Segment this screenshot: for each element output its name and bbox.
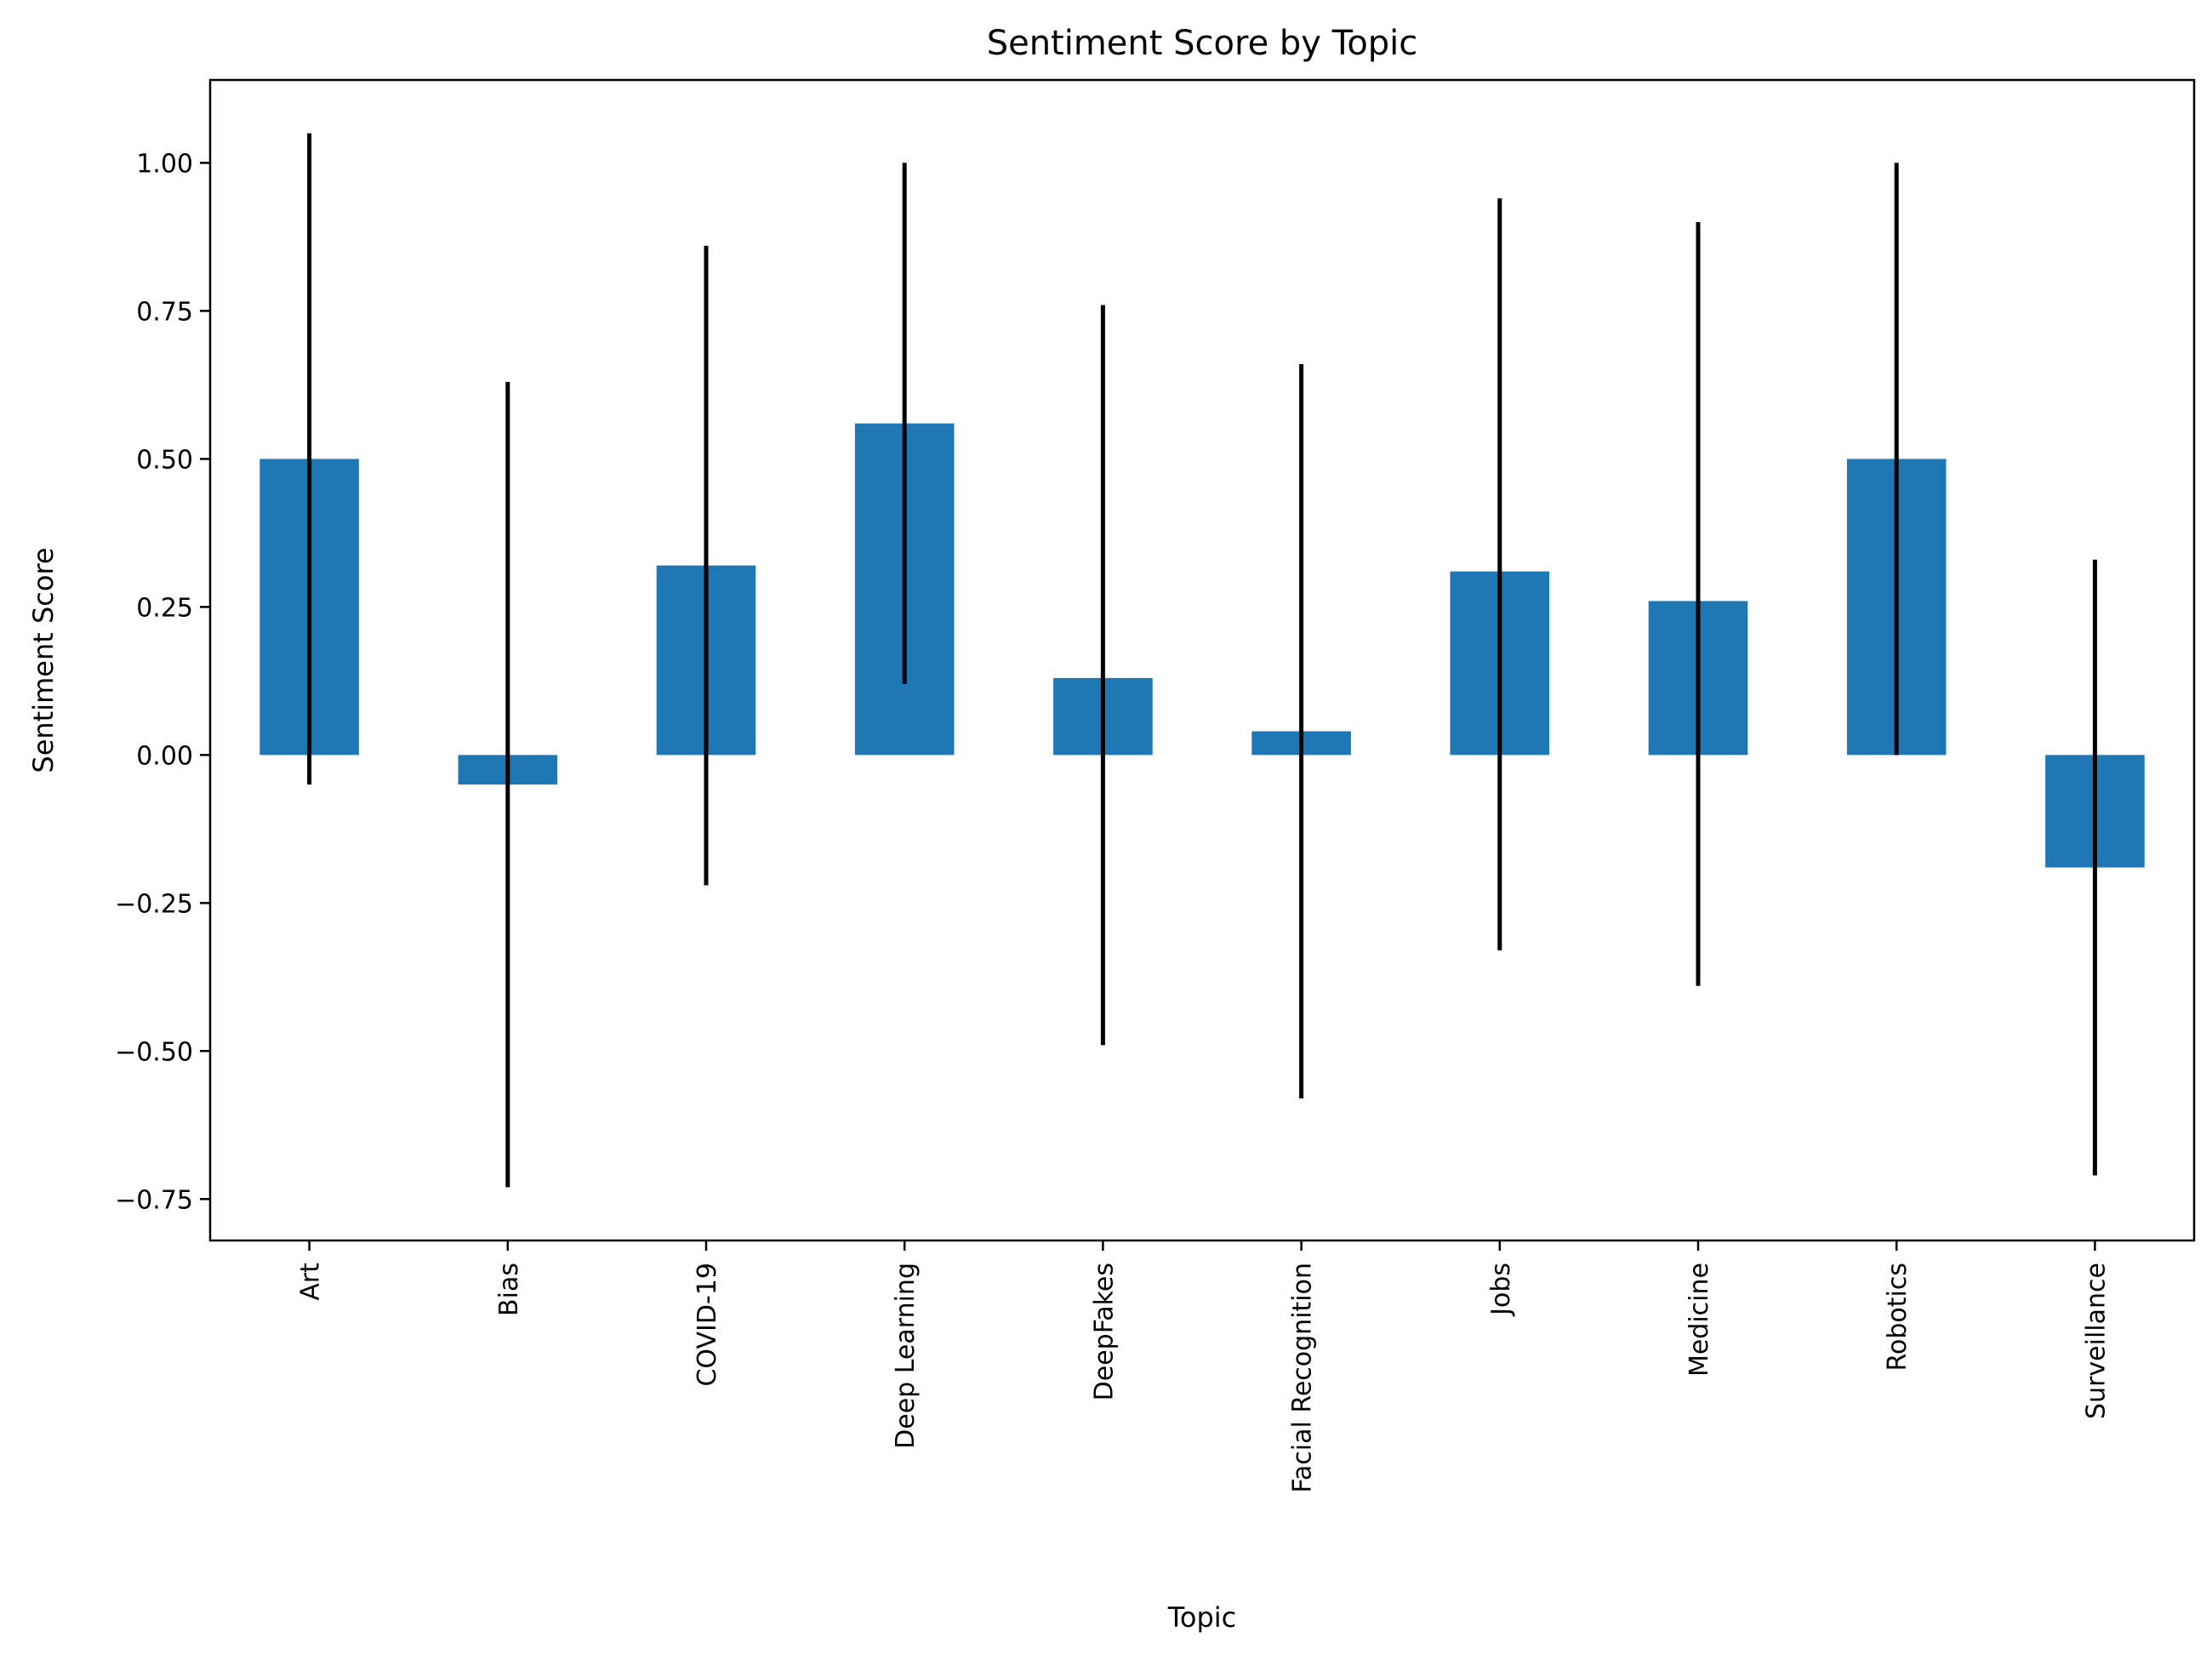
x-tick-label: COVID-19: [693, 1263, 722, 1387]
chart-title: Sentiment Score by Topic: [987, 24, 1418, 63]
y-tick-label: 0.25: [136, 593, 193, 623]
y-tick-label: 0.50: [136, 445, 193, 475]
y-tick-label: −0.25: [115, 889, 193, 919]
y-tick-label: 0.00: [136, 741, 193, 771]
plot-frame: [208, 78, 2196, 1242]
x-tick-label: Facial Recognition: [1288, 1263, 1318, 1493]
x-tick-label: Robotics: [1883, 1263, 1913, 1371]
y-axis: −0.75 −0.50 −0.25 0.00 0.25 0.50 0.75 1.00: [115, 149, 210, 1215]
x-tick-label: Bias: [494, 1263, 524, 1316]
x-tick-label: Medicine: [1685, 1263, 1714, 1377]
y-tick-label: −0.75: [115, 1185, 193, 1215]
y-tick-label: 1.00: [136, 149, 193, 179]
x-tick-label: Deep Learning: [891, 1263, 921, 1449]
errorbars-layer: [307, 133, 2097, 1188]
x-tick-label: Jobs: [1486, 1263, 1516, 1317]
y-axis-label: Sentiment Score: [27, 547, 60, 773]
y-tick-label: 0.75: [136, 297, 193, 327]
x-tick-label: Surveillance: [2081, 1263, 2111, 1419]
y-tick-label: −0.50: [115, 1037, 193, 1067]
x-axis-label: Topic: [1167, 1601, 1236, 1634]
x-tick-label: Art: [296, 1263, 326, 1301]
x-axis: Art Bias COVID-19 Deep Learning DeepFakes Fac…: [296, 1240, 2111, 1493]
x-tick-label: DeepFakes: [1089, 1263, 1119, 1400]
